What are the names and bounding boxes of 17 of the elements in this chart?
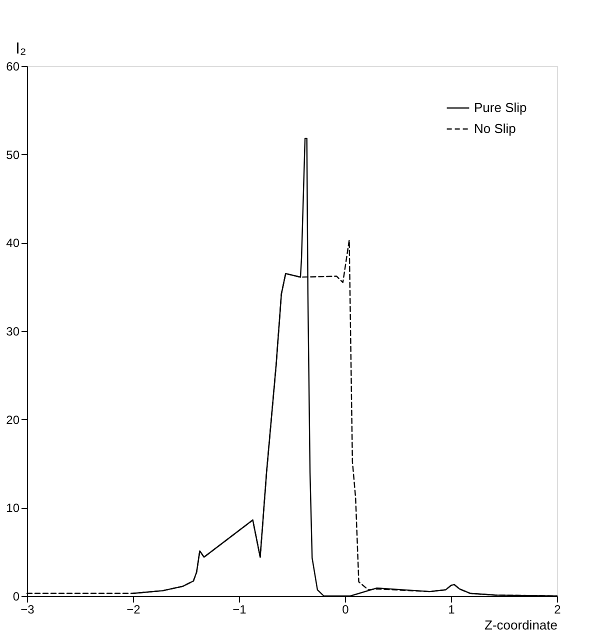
x-tick-label: −1 [232, 602, 247, 616]
y-tick-label: 40 [6, 236, 20, 250]
x-tick-label: 2 [554, 602, 562, 616]
y-axis-title: I₂ [16, 40, 26, 58]
y-tick-label: 20 [6, 412, 20, 427]
x-tick-label: 0 [342, 602, 350, 616]
x-axis-title: Z-coordinate [484, 618, 558, 632]
x-tick-label: −2 [126, 602, 141, 616]
legend-label: Pure Slip [474, 100, 527, 115]
y-tick-label: 30 [6, 324, 20, 338]
y-tick-label: 50 [6, 148, 20, 162]
x-tick-label: 1 [448, 602, 456, 616]
x-tick-label: −3 [20, 602, 35, 616]
legend-label: No Slip [474, 121, 516, 136]
y-tick-label: 60 [6, 60, 20, 74]
y-tick-label: 10 [6, 501, 20, 516]
y-tick-label: 0 [12, 590, 20, 604]
